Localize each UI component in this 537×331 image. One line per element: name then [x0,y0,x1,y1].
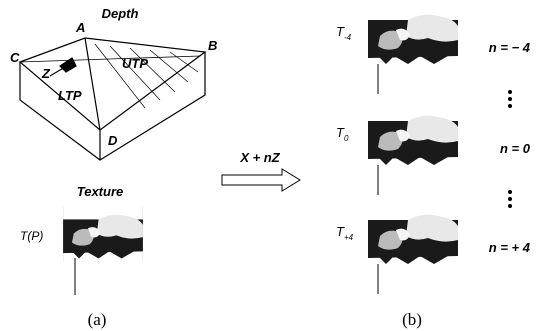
texture-title: Texture [77,184,123,199]
caption: (b) [402,310,422,329]
frame-label: T-4 [336,24,352,42]
n-label: n = 0 [500,141,531,156]
region-label: LTP [58,88,82,103]
point-label: C [10,50,20,65]
point-label: D [108,133,118,148]
region-label: UTP [122,56,148,71]
caption: (a) [88,310,107,329]
n-label: n = − 4 [489,40,531,55]
texture-image [63,207,143,262]
point-label: A [75,20,85,35]
arrow-label: X + nZ [239,150,280,165]
frame-image [368,107,458,169]
frame-label: T+4 [336,224,354,242]
arrow [222,169,300,191]
z-label: Z [41,66,51,81]
point-label: B [208,38,217,53]
frame-label: T0 [336,125,349,143]
frame-subscript: -4 [344,33,352,42]
figure: Depth A B C D Z UTP LTP Texture T(P) (a)… [0,0,537,331]
frame-image [368,206,458,268]
depth-title: Depth [102,6,139,21]
n-label: n = + 4 [489,240,531,255]
frames: T-4 n = − 4 T0 n = 0 T+4 n = + 4 [336,6,531,294]
frame-subscript: 0 [344,134,349,143]
texture-label: T(P) [20,229,43,243]
frame-image [368,6,458,68]
frame-subscript: +4 [344,233,354,242]
